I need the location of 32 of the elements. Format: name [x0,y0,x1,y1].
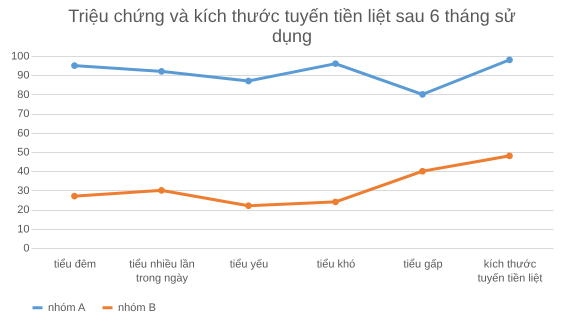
point [419,168,426,175]
point [419,91,426,98]
y-tick-label: 80 [17,88,30,101]
legend-label: nhóm A [48,302,86,314]
x-tick-label: tiểu yếu [230,258,268,270]
y-tick-label: 100 [11,50,30,62]
y-tick-label: 70 [17,108,30,120]
y-tick-label: 10 [17,223,30,236]
point [332,60,339,68]
y-tick-label: 60 [17,127,30,140]
y-tick-label: 90 [17,70,30,82]
y-tick-label: 30 [17,184,30,197]
y-tick-label: 20 [17,204,30,216]
y-tick-label: 40 [17,166,30,178]
chart-title: Triệu chứng và kích thước tuyến tiền liệt sau 6 tháng sử dụng [68,6,516,46]
y-tick-label: 50 [17,146,30,158]
x-tick-label: kích thước tuyến tiền liệt [478,258,542,284]
x-tick-label: tiểu khó [316,258,356,270]
point [158,187,165,194]
point [158,68,165,75]
x-tick-label: tiểu đêm [54,258,96,270]
y-tick-label: 0 [23,242,30,254]
point [245,202,252,210]
x-tick-label: tiểu gấp [403,258,443,270]
point [71,192,78,200]
x-tick-label: tiểu nhiều lần trong ngày [129,258,195,284]
legend-label: nhóm B [118,302,156,314]
point [245,78,252,84]
point [506,152,513,160]
point [71,62,78,69]
point [506,56,513,64]
point [332,198,339,206]
